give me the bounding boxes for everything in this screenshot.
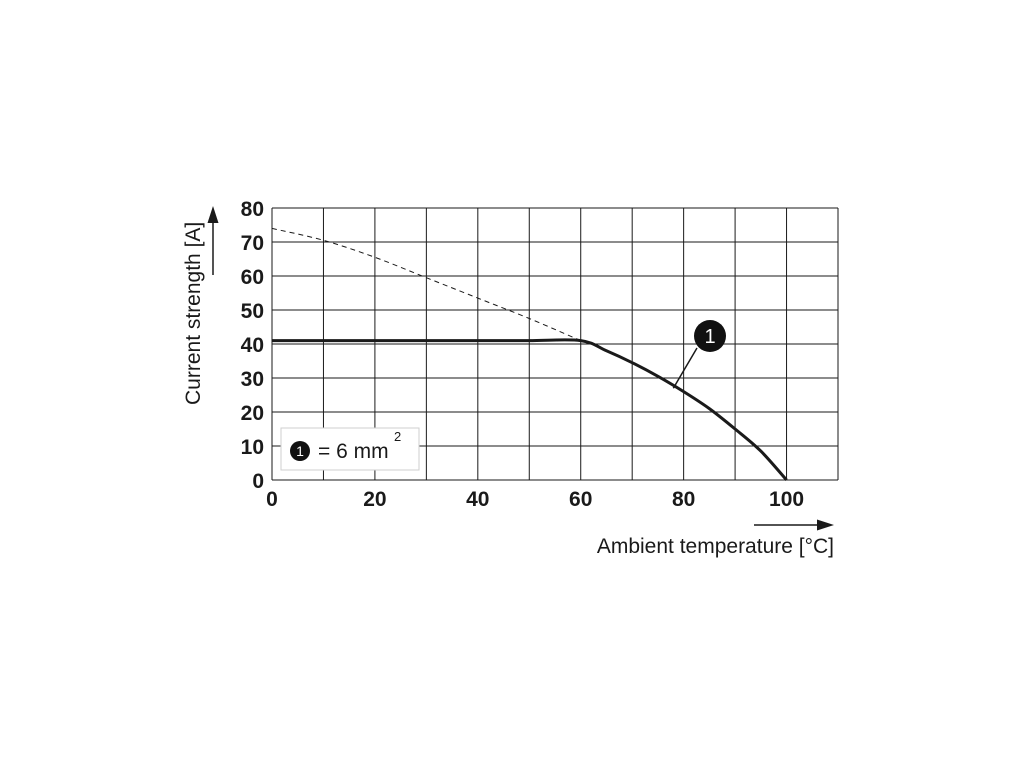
grid bbox=[271, 207, 839, 481]
legend-superscript: 2 bbox=[394, 429, 401, 444]
y-tick-label: 10 bbox=[241, 436, 264, 459]
callout-marker-circle bbox=[694, 320, 726, 352]
callout-marker-label: 1 bbox=[704, 326, 715, 348]
y-tick-label: 20 bbox=[241, 402, 264, 425]
y-tick-label: 70 bbox=[241, 232, 264, 255]
legend: 1 = 6 mm 2 bbox=[280, 427, 420, 471]
x-tick-label: 20 bbox=[363, 488, 386, 511]
y-tick-label: 60 bbox=[241, 266, 264, 289]
x-axis-arrow-head bbox=[817, 519, 834, 531]
x-tick-label: 80 bbox=[672, 488, 695, 511]
x-tick-label: 0 bbox=[266, 488, 278, 511]
series-line-solid bbox=[272, 338, 788, 481]
legend-marker-circle bbox=[290, 441, 310, 461]
y-tick-label: 40 bbox=[241, 334, 264, 357]
y-axis-arrow-head bbox=[207, 206, 219, 223]
series-callout: 1 bbox=[672, 320, 726, 389]
tick-labels: 0 20 40 60 80 100 0 10 20 30 40 50 60 70 80 bbox=[241, 198, 804, 511]
y-axis-title: Current strength [A] bbox=[182, 222, 205, 405]
legend-marker-label: 1 bbox=[296, 443, 304, 459]
y-tick-label: 30 bbox=[241, 368, 264, 391]
series-line-dashed bbox=[271, 227, 581, 342]
y-tick-label: 50 bbox=[241, 300, 264, 323]
series-layer bbox=[271, 227, 788, 481]
x-tick-label: 40 bbox=[466, 488, 489, 511]
x-tick-label: 60 bbox=[569, 488, 592, 511]
x-axis-title: Ambient temperature [°C] bbox=[597, 535, 834, 558]
y-tick-label: 80 bbox=[241, 198, 264, 221]
y-tick-label: 0 bbox=[252, 470, 264, 493]
y-axis-title-group: Current strength [A] bbox=[182, 206, 219, 405]
callout-leader-line bbox=[672, 347, 698, 389]
x-axis-title-group: Ambient temperature [°C] bbox=[597, 519, 834, 558]
x-tick-label: 100 bbox=[769, 488, 804, 511]
legend-text: = 6 mm bbox=[318, 440, 389, 463]
